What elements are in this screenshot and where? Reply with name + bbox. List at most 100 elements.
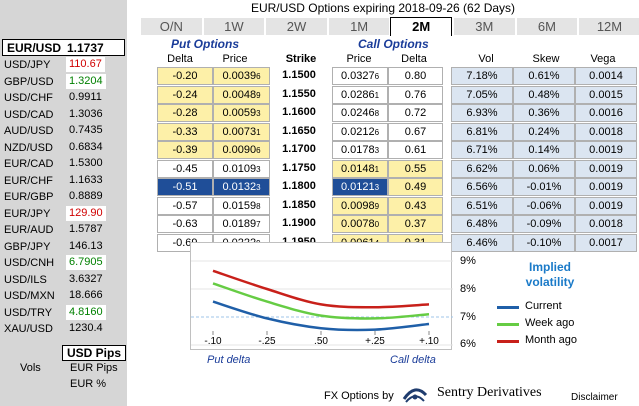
skew-cell[interactable]: 0.24%: [513, 122, 575, 141]
skew-cell[interactable]: -0.10%: [513, 233, 575, 252]
vol-cell[interactable]: 6.48%: [451, 215, 513, 233]
pair-row[interactable]: EUR/AUD 1.5787: [2, 222, 125, 238]
vega-cell[interactable]: 0.0018: [575, 215, 637, 233]
call-delta-cell[interactable]: 0.72: [388, 104, 443, 122]
call-price-cell[interactable]: 0.03276: [332, 67, 388, 85]
pair-row[interactable]: USD/MXN 18.666: [2, 288, 125, 304]
tab-2m[interactable]: 2M: [390, 17, 452, 36]
vol-cell[interactable]: 6.81%: [451, 122, 513, 141]
tab-on[interactable]: O/N: [140, 18, 202, 35]
pair-row[interactable]: USD/ILS 3.6327: [2, 272, 125, 288]
skew-cell[interactable]: 0.06%: [513, 159, 575, 178]
put-delta-cell[interactable]: -0.39: [157, 141, 213, 159]
unit-option-eur-percent[interactable]: EUR %: [70, 378, 107, 390]
skew-cell[interactable]: 0.61%: [513, 67, 575, 85]
tab-1m[interactable]: 1M: [327, 18, 390, 35]
put-delta-cell[interactable]: -0.28: [157, 104, 213, 122]
skew-cell[interactable]: 0.14%: [513, 141, 575, 159]
pair-row[interactable]: USD/CNH 6.7905: [2, 255, 125, 271]
put-price-cell[interactable]: 0.01323: [213, 178, 270, 196]
call-delta-cell[interactable]: 0.55: [388, 159, 443, 178]
pair-row[interactable]: USD/TRY 4.8160: [2, 304, 125, 321]
vol-cell[interactable]: 6.71%: [451, 141, 513, 159]
put-delta-cell[interactable]: -0.33: [157, 122, 213, 141]
call-price-cell[interactable]: 0.02126: [332, 122, 388, 141]
call-price-cell[interactable]: 0.01783: [332, 141, 388, 159]
vega-cell[interactable]: 0.0018: [575, 122, 637, 141]
skew-cell[interactable]: 0.48%: [513, 85, 575, 104]
unit-selected-usd-pips[interactable]: USD Pips: [62, 345, 126, 361]
call-price-cell[interactable]: 0.01213: [332, 178, 388, 196]
call-price-cell[interactable]: 0.01481: [332, 159, 388, 178]
tab-6m[interactable]: 6M: [515, 18, 578, 35]
put-price-cell[interactable]: 0.01897: [213, 215, 270, 233]
brand-name[interactable]: Sentry Derivatives: [437, 385, 542, 400]
vol-cell[interactable]: 6.93%: [451, 104, 513, 122]
vega-cell[interactable]: 0.0014: [575, 67, 637, 85]
vol-cell[interactable]: 7.05%: [451, 85, 513, 104]
pair-row[interactable]: USD/CHF 0.9911: [2, 90, 125, 106]
put-delta-cell[interactable]: -0.63: [157, 215, 213, 233]
skew-cell[interactable]: 0.36%: [513, 104, 575, 122]
vega-cell[interactable]: 0.0015: [575, 85, 637, 104]
put-delta-cell[interactable]: -0.57: [157, 196, 213, 215]
vols-label[interactable]: Vols: [20, 362, 41, 374]
vol-cell[interactable]: 6.56%: [451, 178, 513, 196]
tab-12m[interactable]: 12M: [578, 18, 639, 35]
put-price-cell[interactable]: 0.00593: [213, 104, 270, 122]
sentry-logo-icon[interactable]: [400, 385, 430, 405]
vega-cell[interactable]: 0.0017: [575, 233, 637, 252]
pair-row[interactable]: GBP/USD 1.3204: [2, 73, 125, 90]
skew-cell[interactable]: -0.09%: [513, 215, 575, 233]
vol-cell[interactable]: 6.46%: [451, 233, 513, 252]
pair-row[interactable]: EUR/CHF 1.1633: [2, 173, 125, 189]
vol-cell[interactable]: 6.51%: [451, 196, 513, 215]
selected-pair[interactable]: EUR/USD 1.1737: [2, 39, 125, 56]
call-delta-cell[interactable]: 0.67: [388, 122, 443, 141]
vol-cell[interactable]: 6.62%: [451, 159, 513, 178]
vol-cell[interactable]: 7.18%: [451, 67, 513, 85]
pair-row[interactable]: USD/JPY 110.67: [2, 57, 125, 73]
put-delta-cell[interactable]: -0.24: [157, 85, 213, 104]
call-delta-cell[interactable]: 0.49: [388, 178, 443, 196]
call-delta-cell[interactable]: 0.61: [388, 141, 443, 159]
call-price-cell[interactable]: 0.00989: [332, 196, 388, 215]
pair-row[interactable]: EUR/CAD 1.5300: [2, 156, 125, 172]
vega-cell[interactable]: 0.0016: [575, 104, 637, 122]
vega-cell[interactable]: 0.0019: [575, 141, 637, 159]
pair-row[interactable]: GBP/JPY 146.13: [2, 239, 125, 255]
pair-row[interactable]: EUR/GBP 0.8889: [2, 189, 125, 205]
call-delta-cell[interactable]: 0.43: [388, 196, 443, 215]
unit-option-eur-pips[interactable]: EUR Pips: [70, 362, 118, 374]
put-price-cell[interactable]: 0.00731: [213, 122, 270, 141]
skew-cell[interactable]: -0.01%: [513, 178, 575, 196]
put-price-cell[interactable]: 0.00396: [213, 67, 270, 85]
pair-row[interactable]: XAU/USD 1230.4: [2, 321, 125, 337]
call-price-cell[interactable]: 0.00780: [332, 215, 388, 233]
pair-row[interactable]: EUR/JPY 129.90: [2, 205, 125, 222]
strike-cell: 1.1550: [282, 87, 316, 100]
put-delta-cell[interactable]: -0.45: [157, 159, 213, 178]
pair-row[interactable]: AUD/USD 0.7435: [2, 123, 125, 139]
vega-cell[interactable]: 0.0019: [575, 159, 637, 178]
pair-row[interactable]: NZD/USD 0.6834: [2, 140, 125, 156]
vega-cell[interactable]: 0.0019: [575, 178, 637, 196]
vega-cell[interactable]: 0.0019: [575, 196, 637, 215]
skew-cell[interactable]: -0.06%: [513, 196, 575, 215]
put-delta-cell[interactable]: -0.20: [157, 67, 213, 85]
put-price-cell[interactable]: 0.00906: [213, 141, 270, 159]
call-price-cell[interactable]: 0.02861: [332, 85, 388, 104]
call-delta-cell[interactable]: 0.37: [388, 215, 443, 233]
put-price-cell[interactable]: 0.01093: [213, 159, 270, 178]
put-price-cell[interactable]: 0.01598: [213, 196, 270, 215]
put-price-cell[interactable]: 0.00489: [213, 85, 270, 104]
tab-3m[interactable]: 3M: [453, 18, 515, 35]
pair-row[interactable]: USD/CAD 1.3036: [2, 107, 125, 123]
call-delta-cell[interactable]: 0.80: [388, 67, 443, 85]
call-price-cell[interactable]: 0.02468: [332, 104, 388, 122]
put-delta-cell[interactable]: -0.51: [157, 178, 213, 196]
tab-2w[interactable]: 2W: [265, 18, 327, 35]
call-delta-cell[interactable]: 0.76: [388, 85, 443, 104]
tab-1w[interactable]: 1W: [202, 18, 265, 35]
disclaimer-link[interactable]: Disclaimer: [571, 392, 618, 403]
